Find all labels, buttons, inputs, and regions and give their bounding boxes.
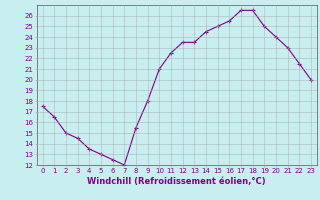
X-axis label: Windchill (Refroidissement éolien,°C): Windchill (Refroidissement éolien,°C) (87, 177, 266, 186)
